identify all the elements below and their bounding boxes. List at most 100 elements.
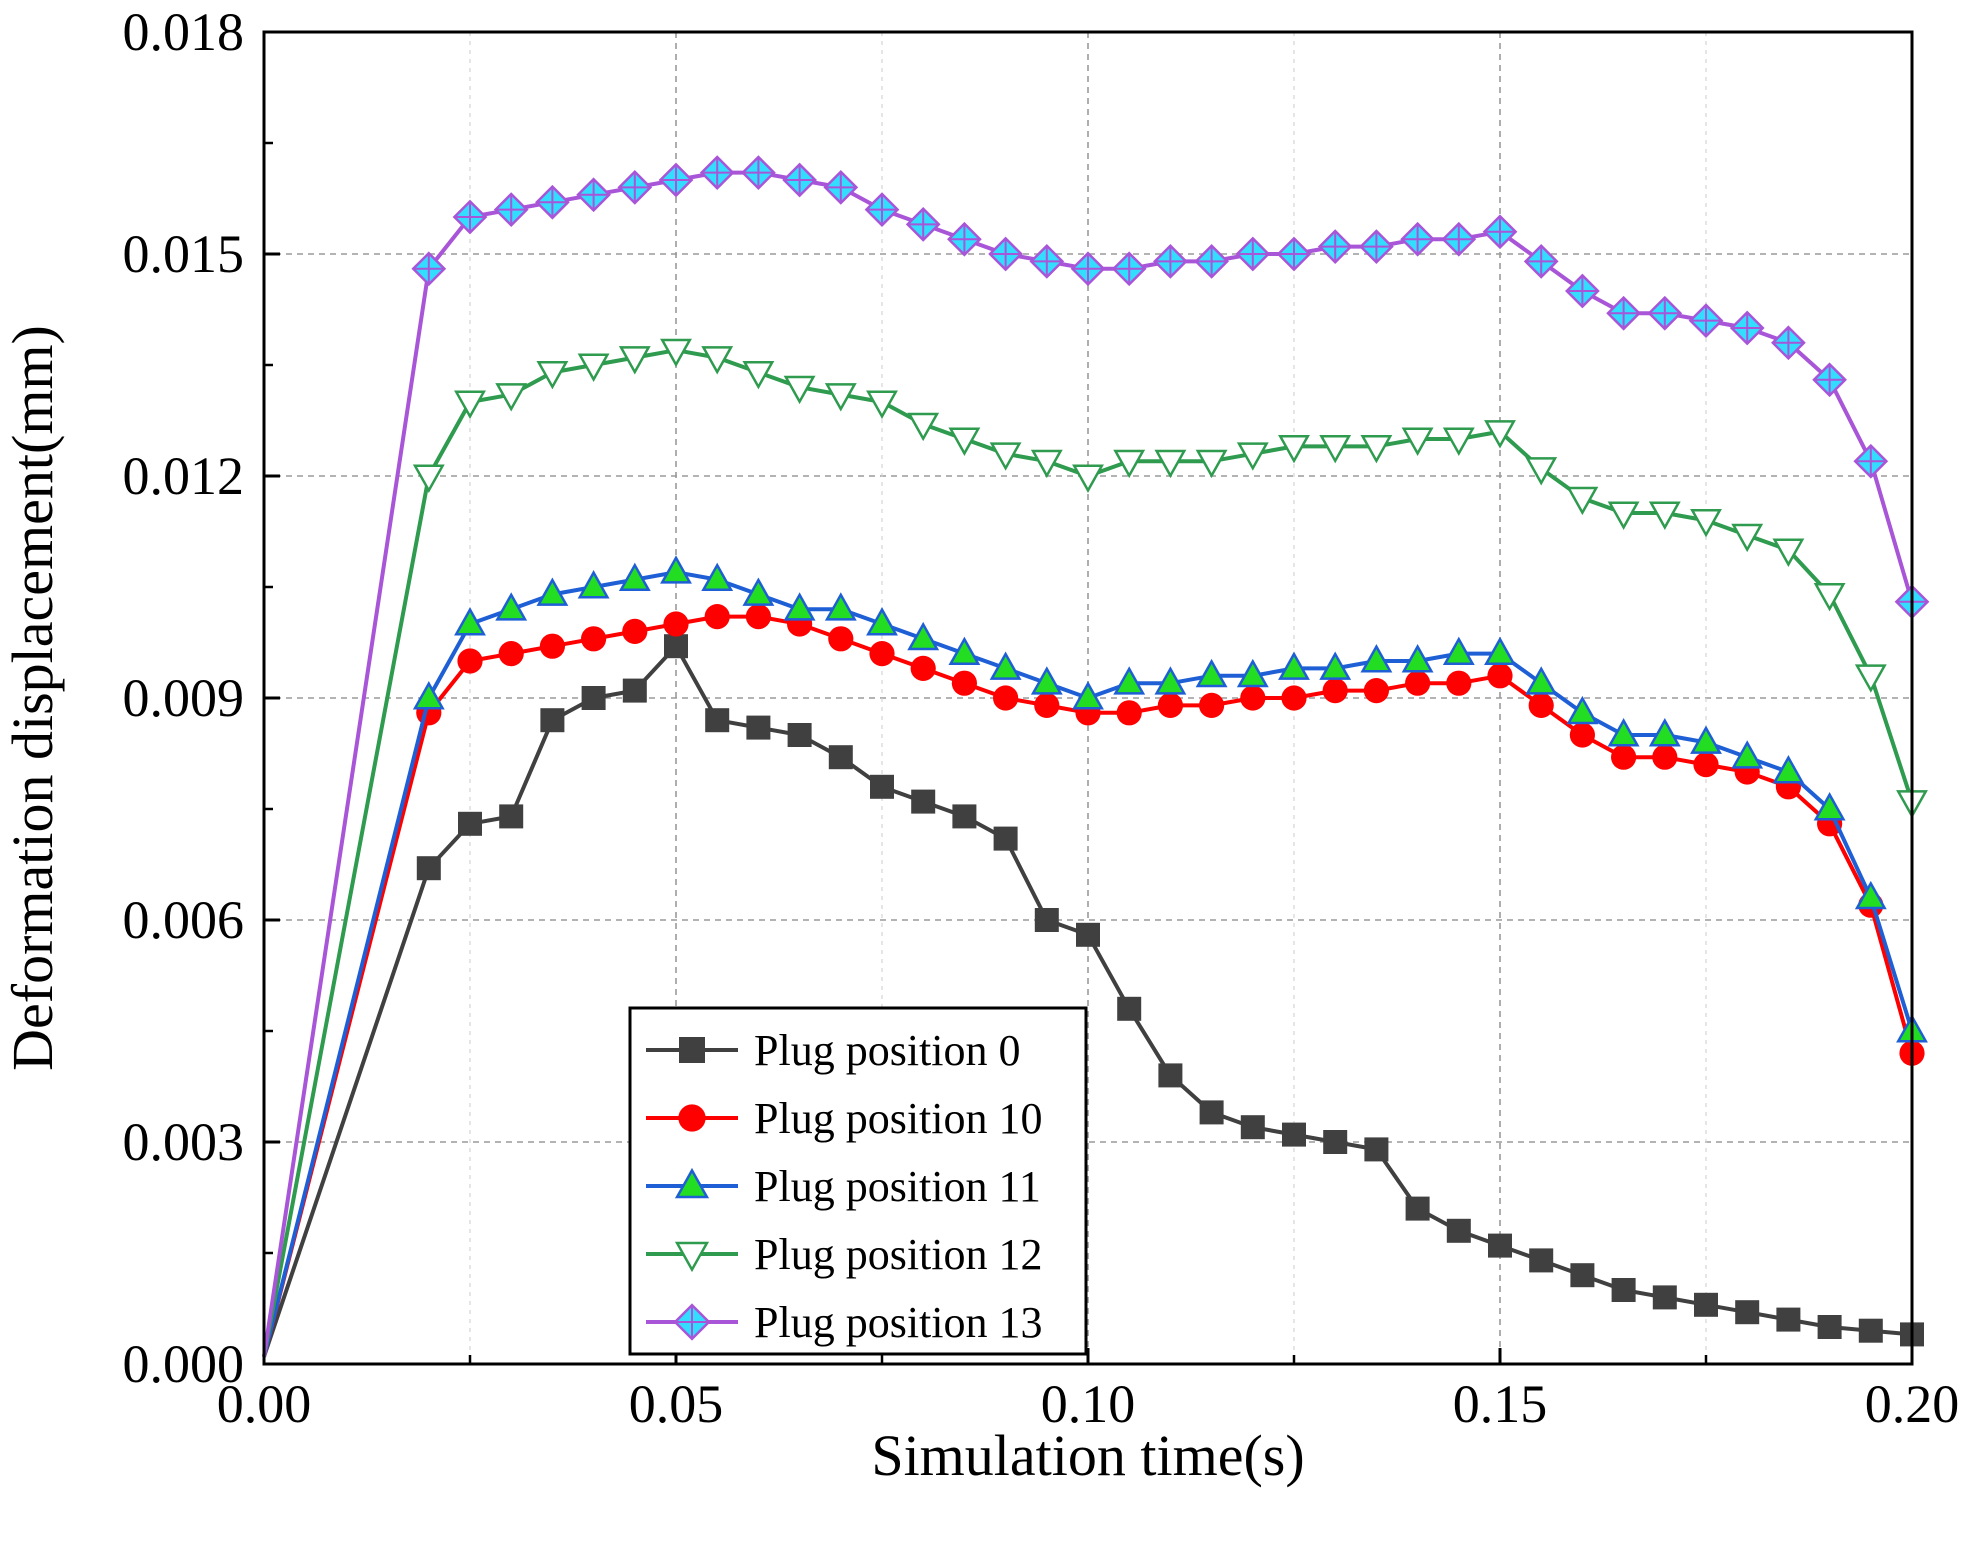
series-plug-position-0-point bbox=[1158, 1063, 1183, 1088]
legend-label: Plug position 0 bbox=[754, 1026, 1021, 1075]
series-plug-position-10-point bbox=[993, 685, 1019, 711]
series-plug-position-0-point bbox=[664, 634, 688, 659]
legend-marker bbox=[674, 1241, 710, 1273]
series-plug-position-13-point bbox=[864, 192, 900, 227]
series-plug-position-13-point bbox=[947, 221, 982, 257]
series-plug-position-0-point bbox=[1735, 1300, 1760, 1325]
series-plug-position-11-point bbox=[1607, 718, 1640, 747]
series-plug-position-0-point bbox=[1034, 908, 1059, 932]
series-plug-position-12-point bbox=[577, 353, 610, 382]
series-plug-position-10-point bbox=[1322, 678, 1348, 704]
series-plug-position-11-point bbox=[783, 592, 816, 621]
series-plug-position-12-point bbox=[1236, 442, 1269, 471]
y-tick-label: 0.000 bbox=[123, 1334, 245, 1394]
series-plug-position-12-point bbox=[1525, 457, 1558, 486]
series-plug-position-12-point bbox=[412, 464, 445, 493]
series-plug-position-13-point bbox=[1729, 310, 1765, 346]
series-plug-position-13-point bbox=[1771, 325, 1806, 361]
series-plug-position-0-point bbox=[952, 804, 977, 829]
series-plug-position-11-point bbox=[989, 651, 1022, 680]
legend-item: Plug position 12 bbox=[646, 1230, 1043, 1279]
series-plug-position-13-point bbox=[1812, 362, 1847, 398]
series-plug-position-11-point bbox=[948, 636, 981, 666]
series-plug-position-0-point bbox=[1446, 1218, 1471, 1243]
series-plug-position-11-point bbox=[824, 592, 857, 621]
series-plug-position-0-point bbox=[705, 708, 730, 733]
series-plug-position-10-point bbox=[1363, 678, 1389, 704]
series-plug-position-11-point bbox=[1854, 880, 1887, 910]
series-plug-position-12 bbox=[262, 338, 1928, 1357]
series-plug-position-13-point bbox=[1070, 251, 1106, 287]
series-plug-position-10-point bbox=[1446, 670, 1472, 696]
series-plug-position-11-point bbox=[1236, 658, 1269, 688]
series-plug-position-13-point bbox=[1688, 303, 1724, 338]
series-plug-position-11-point bbox=[1195, 658, 1228, 688]
series-plug-position-12-point bbox=[1113, 449, 1146, 479]
series-plug-position-0-point bbox=[499, 804, 524, 829]
series-plug-position-0-point bbox=[1282, 1122, 1306, 1147]
legend-box bbox=[628, 1006, 1088, 1356]
series-plug-position-11-point bbox=[1401, 644, 1434, 673]
legend-label: Plug position 12 bbox=[754, 1230, 1043, 1279]
series-plug-position-12-point bbox=[1772, 538, 1805, 567]
series-plug-position-10-point bbox=[1199, 692, 1225, 719]
y-tick-label: 0.015 bbox=[123, 224, 245, 284]
series-plug-position-0-point bbox=[622, 678, 647, 703]
legend-item: Plug position 11 bbox=[646, 1162, 1041, 1211]
series-plug-position-0-point bbox=[1611, 1278, 1636, 1302]
series-plug-position-13-point bbox=[1235, 236, 1271, 272]
series-plug-position-13-point bbox=[1317, 229, 1353, 264]
series-plug-position-11-point bbox=[495, 592, 528, 621]
series-plug-position-11-point bbox=[536, 577, 569, 606]
series-plug-position-10-point bbox=[663, 611, 689, 637]
legend-label: Plug position 11 bbox=[754, 1162, 1041, 1211]
series-plug-position-13-point bbox=[699, 155, 735, 190]
x-tick-label: 0.05 bbox=[629, 1374, 724, 1434]
legend-marker bbox=[674, 1167, 710, 1199]
series-plug-position-13-point bbox=[1400, 221, 1435, 257]
series-plug-position-13 bbox=[262, 155, 1930, 1357]
series-plug-position-13-point bbox=[782, 162, 817, 198]
series-plug-position-12-point bbox=[742, 360, 775, 390]
series-plug-position-0-point bbox=[1199, 1100, 1224, 1125]
series-plug-position-13-point bbox=[411, 251, 447, 287]
series-plug-position-12-point bbox=[989, 442, 1022, 471]
series-plug-position-10-point bbox=[1405, 670, 1431, 696]
series-plug-position-0-point bbox=[416, 856, 441, 881]
series-plug-position-12-point bbox=[948, 427, 981, 456]
series-plug-position-12-point bbox=[1278, 434, 1310, 464]
y-tick-label: 0.018 bbox=[123, 2, 245, 62]
series-plug-position-12-point bbox=[1401, 427, 1434, 456]
series-plug-position-12-point bbox=[1648, 501, 1681, 530]
series-plug-position-0-point bbox=[1364, 1137, 1389, 1162]
series-plug-position-0-point bbox=[787, 723, 812, 747]
series-plug-position-11-point bbox=[1360, 644, 1393, 673]
legend-label: Plug position 13 bbox=[754, 1298, 1043, 1347]
series-plug-position-13-point bbox=[1482, 214, 1518, 250]
series-plug-position-13-point bbox=[1853, 443, 1889, 479]
series-plug-position-10-point bbox=[1652, 744, 1678, 770]
series-plug-position-11-point bbox=[1154, 666, 1187, 695]
series-layer bbox=[262, 155, 1930, 1358]
series-plug-position-10-point bbox=[951, 670, 978, 696]
series-plug-position-13-point bbox=[905, 207, 941, 242]
x-tick-label: 0.10 bbox=[1041, 1374, 1136, 1434]
legend-item: Plug position 10 bbox=[646, 1094, 1043, 1143]
series-plug-position-11-point bbox=[701, 562, 734, 592]
legend-marker bbox=[678, 1104, 706, 1132]
series-plug-position-11-point bbox=[1731, 740, 1764, 769]
series-plug-position-10-point bbox=[498, 641, 524, 667]
series-plug-position-0-point bbox=[1570, 1263, 1595, 1288]
series-plug-position-12-point bbox=[1690, 508, 1722, 538]
series-plug-position-12-line bbox=[262, 348, 1914, 1357]
series-plug-position-13-point bbox=[1565, 273, 1600, 309]
y-tick-label: 0.012 bbox=[123, 446, 245, 506]
y-tick-label: 0.009 bbox=[123, 668, 245, 728]
series-plug-position-10-point bbox=[1157, 692, 1183, 719]
series-plug-position-12-point bbox=[1442, 427, 1475, 456]
series-plug-position-11-point bbox=[1525, 666, 1558, 695]
series-plug-position-0-point bbox=[1323, 1130, 1348, 1154]
series-plug-position-0-point bbox=[1240, 1115, 1265, 1140]
series-plug-position-0-point bbox=[911, 789, 936, 814]
series-plug-position-10-point bbox=[622, 618, 648, 645]
